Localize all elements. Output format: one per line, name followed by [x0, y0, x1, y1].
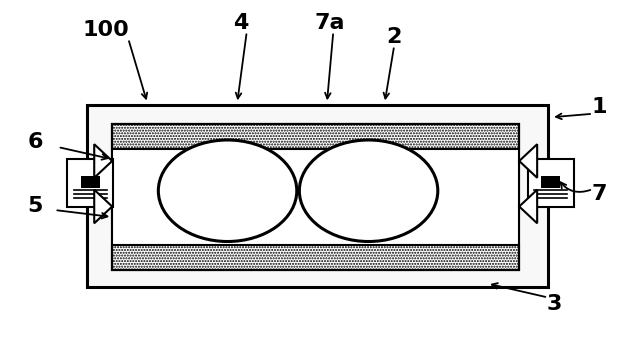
Bar [112, 245, 519, 270]
Bar [87, 105, 548, 287]
Bar [542, 176, 560, 188]
Bar [112, 149, 519, 245]
Text: 2: 2 [387, 27, 402, 47]
Ellipse shape [158, 140, 297, 241]
Polygon shape [94, 144, 112, 178]
Text: 7: 7 [592, 184, 607, 204]
Ellipse shape [299, 140, 438, 241]
Polygon shape [519, 144, 537, 178]
Bar [112, 124, 519, 270]
Polygon shape [519, 190, 537, 223]
Bar [67, 159, 113, 206]
Text: 3: 3 [547, 294, 562, 315]
Text: 1: 1 [592, 97, 607, 117]
Bar [112, 124, 519, 270]
Text: 6: 6 [28, 132, 43, 152]
Polygon shape [94, 190, 112, 223]
Bar [81, 176, 99, 188]
Text: 5: 5 [28, 196, 43, 217]
Text: 4: 4 [233, 13, 248, 33]
Text: 7a: 7a [315, 13, 345, 33]
Bar [528, 159, 574, 206]
Text: 100: 100 [83, 20, 129, 40]
Bar [112, 124, 519, 149]
